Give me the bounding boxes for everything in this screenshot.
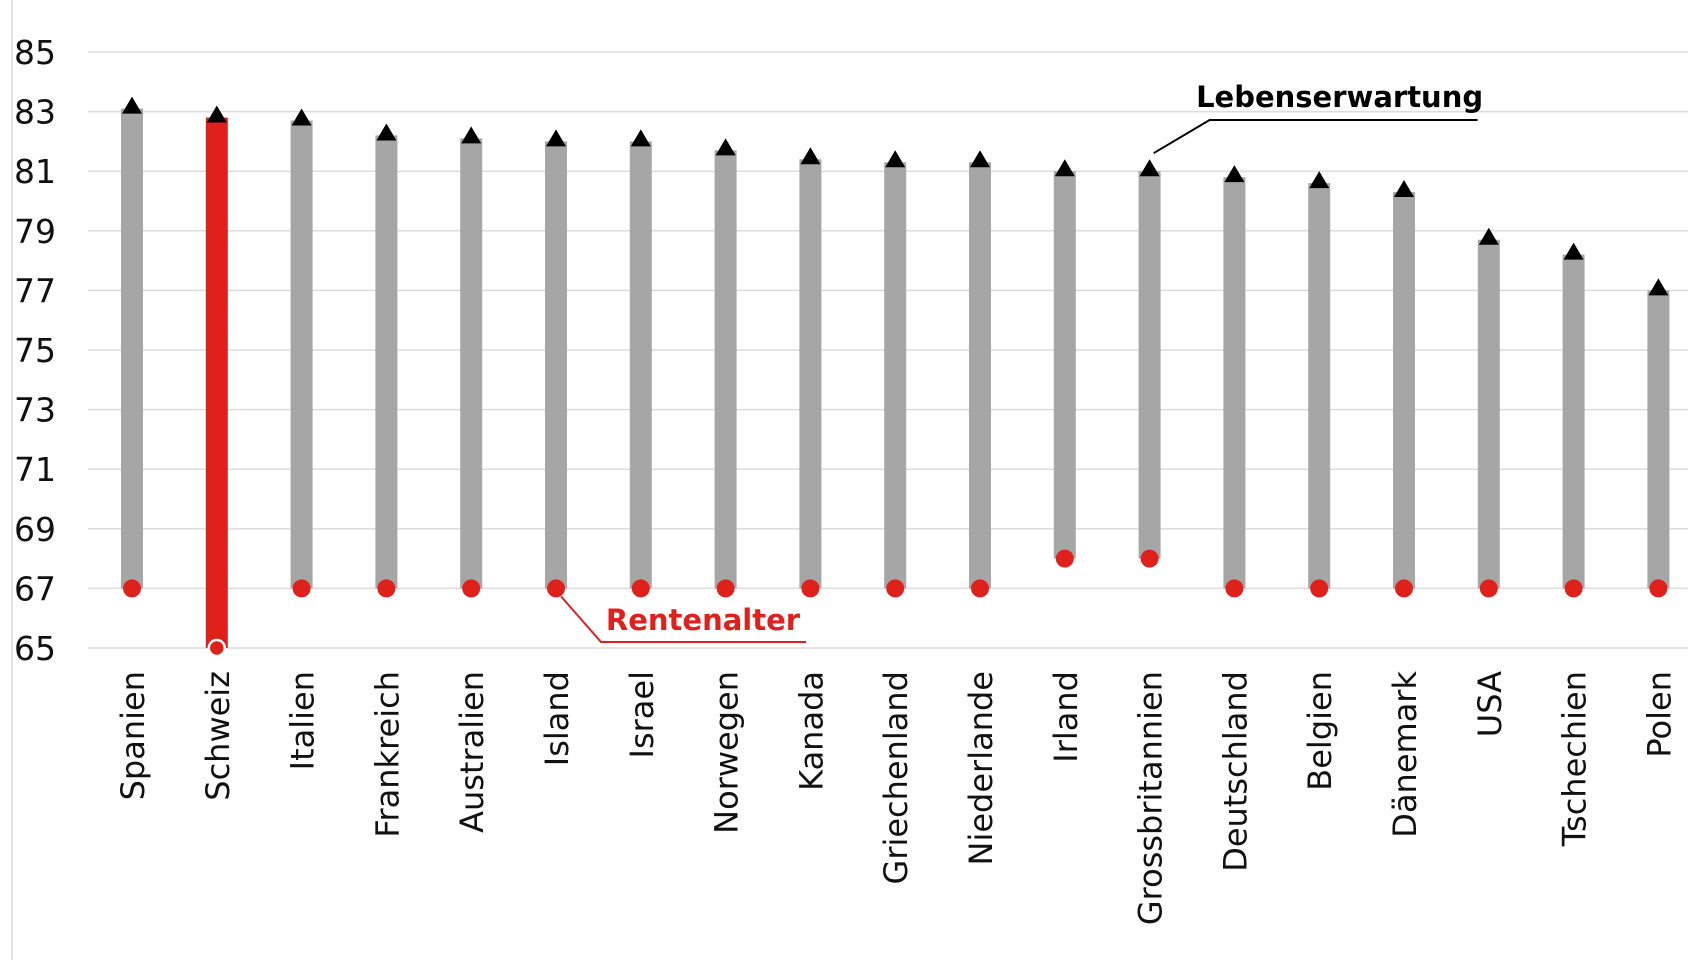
y-tick-label-83: 83 — [14, 93, 56, 132]
y-tick-label-69: 69 — [14, 510, 56, 549]
x-tick-label-israel: Israel — [623, 671, 661, 758]
lebenserwartung-marker-d-nemark — [1394, 180, 1414, 198]
lebenserwartung-marker-tschechien — [1563, 242, 1584, 260]
lebenserwartung-marker-spanien — [122, 96, 142, 114]
rentenalter-marker-niederlande — [971, 579, 989, 598]
range-bar-frankreich — [375, 135, 398, 589]
annotation-leader-lebenserwartung — [1153, 119, 1478, 155]
markers — [122, 96, 1669, 658]
range-bar-tschechien — [1562, 254, 1585, 589]
rentenalter-marker-d-nemark — [1395, 579, 1413, 598]
range-bar-island — [545, 141, 567, 589]
y-axis-tick-labels: 65 67 69 71 73 75 77 79 81 83 85 — [14, 33, 56, 668]
range-bars — [121, 108, 1670, 648]
y-tick-label-73: 73 — [14, 391, 56, 430]
lebenserwartung-marker-irland — [1054, 159, 1075, 177]
range-bar-italien — [290, 120, 313, 589]
x-tick-label-norwegen: Norwegen — [708, 671, 746, 834]
range-bar-polen — [1647, 290, 1670, 589]
x-tick-label-deutschland: Deutschland — [1216, 671, 1254, 872]
rentenalter-marker-deutschland — [1225, 579, 1244, 598]
range-bar-spanien — [121, 108, 143, 589]
rentenalter-marker-kanada — [801, 579, 820, 598]
lebenserwartung-marker-belgien — [1309, 171, 1330, 189]
rentenalter-marker-irland — [1055, 549, 1074, 568]
range-bar-deutschland — [1223, 177, 1246, 589]
x-tick-label-d-nemark: Dänemark — [1386, 671, 1424, 838]
rentenalter-marker-spanien — [123, 579, 141, 598]
lebenserwartung-marker-israel — [630, 129, 651, 147]
rentenalter-marker-griechenland — [886, 579, 905, 598]
lebenserwartung-marker-grossbritannien — [1139, 159, 1160, 177]
rentenalter-marker-polen — [1649, 579, 1668, 598]
x-tick-label-spanien: Spanien — [114, 671, 152, 800]
lebenserwartung-marker-niederlande — [970, 150, 990, 168]
lebenserwartung-marker-schweiz — [206, 105, 227, 123]
range-bar-kanada — [799, 159, 822, 589]
lebenserwartung-marker-polen — [1648, 278, 1669, 296]
x-tick-label-polen: Polen — [1640, 671, 1678, 758]
x-tick-label-frankreich: Frankreich — [368, 671, 406, 838]
rentenalter-marker-grossbritannien — [1140, 549, 1159, 568]
rentenalter-marker-italien — [292, 579, 311, 598]
lebenserwartung-marker-island — [546, 129, 566, 147]
y-tick-label-85: 85 — [14, 33, 56, 72]
x-tick-label-tschechien: Tschechien — [1556, 671, 1594, 847]
range-bar-australien — [460, 138, 483, 589]
lebenserwartung-marker-usa — [1478, 227, 1499, 245]
x-tick-label-kanada: Kanada — [792, 671, 830, 791]
y-tick-label-81: 81 — [14, 152, 56, 191]
range-bar-belgien — [1308, 183, 1331, 589]
x-tick-label-irland: Irland — [1047, 671, 1085, 763]
range-bar-norwegen — [714, 150, 737, 589]
y-tick-label-71: 71 — [14, 450, 56, 489]
range-bar-schweiz — [205, 117, 228, 648]
rentenalter-marker-israel — [631, 579, 650, 598]
annotation-label-lebenserwartung: Lebenserwartung — [1196, 80, 1483, 114]
y-tick-label-67: 67 — [14, 569, 56, 608]
y-tick-label-75: 75 — [14, 331, 56, 370]
rentenalter-marker-island — [547, 579, 565, 598]
rentenalter-marker-norwegen — [716, 579, 735, 598]
x-tick-label-griechenland: Griechenland — [877, 671, 915, 884]
rentenalter-marker-schweiz — [207, 638, 227, 658]
lebenserwartung-marker-norwegen — [715, 138, 736, 156]
range-bar-grossbritannien — [1138, 171, 1161, 559]
range-bar-griechenland — [884, 162, 907, 589]
range-bar-israel — [629, 141, 652, 589]
rentenalter-marker-tschechien — [1564, 579, 1583, 598]
lebenserwartung-marker-kanada — [800, 147, 821, 165]
lebenserwartung-marker-italien — [291, 108, 312, 126]
rentenalter-marker-australien — [462, 579, 481, 598]
x-tick-label-grossbritannien: Grossbritannien — [1132, 671, 1170, 925]
rentenalter-marker-belgien — [1310, 579, 1329, 598]
range-bar-niederlande — [969, 162, 991, 589]
range-bar-d-nemark — [1393, 192, 1415, 589]
x-axis-tick-labels: Spanien Schweiz Italien Frankreich Australie… — [114, 671, 1678, 926]
x-tick-label-australien: Australien — [453, 671, 491, 833]
annotation-leader-rentenalter — [560, 595, 806, 643]
x-tick-label-belgien: Belgien — [1301, 671, 1339, 791]
x-tick-label-island: Island — [538, 671, 576, 766]
lebenserwartung-marker-griechenland — [885, 150, 906, 168]
annotations: Lebenserwartung Rentenalter — [560, 80, 1483, 643]
x-tick-label-italien: Italien — [284, 671, 322, 770]
rentenalter-marker-usa — [1479, 579, 1498, 598]
x-tick-label-usa: USA — [1471, 671, 1509, 737]
lebenserwartung-marker-australien — [461, 126, 482, 144]
x-tick-label-schweiz: Schweiz — [199, 671, 237, 801]
y-tick-label-77: 77 — [14, 271, 56, 310]
lebenserwartung-marker-frankreich — [376, 123, 397, 141]
rentenalter-marker-frankreich — [377, 579, 396, 598]
x-tick-label-niederlande: Niederlande — [962, 671, 1000, 865]
range-bar-usa — [1477, 239, 1500, 589]
range-bar-irland — [1053, 171, 1076, 559]
y-tick-label-79: 79 — [14, 212, 56, 251]
annotation-label-rentenalter: Rentenalter — [606, 603, 801, 637]
y-tick-label-65: 65 — [14, 629, 56, 668]
lebenserwartung-marker-deutschland — [1224, 165, 1245, 183]
